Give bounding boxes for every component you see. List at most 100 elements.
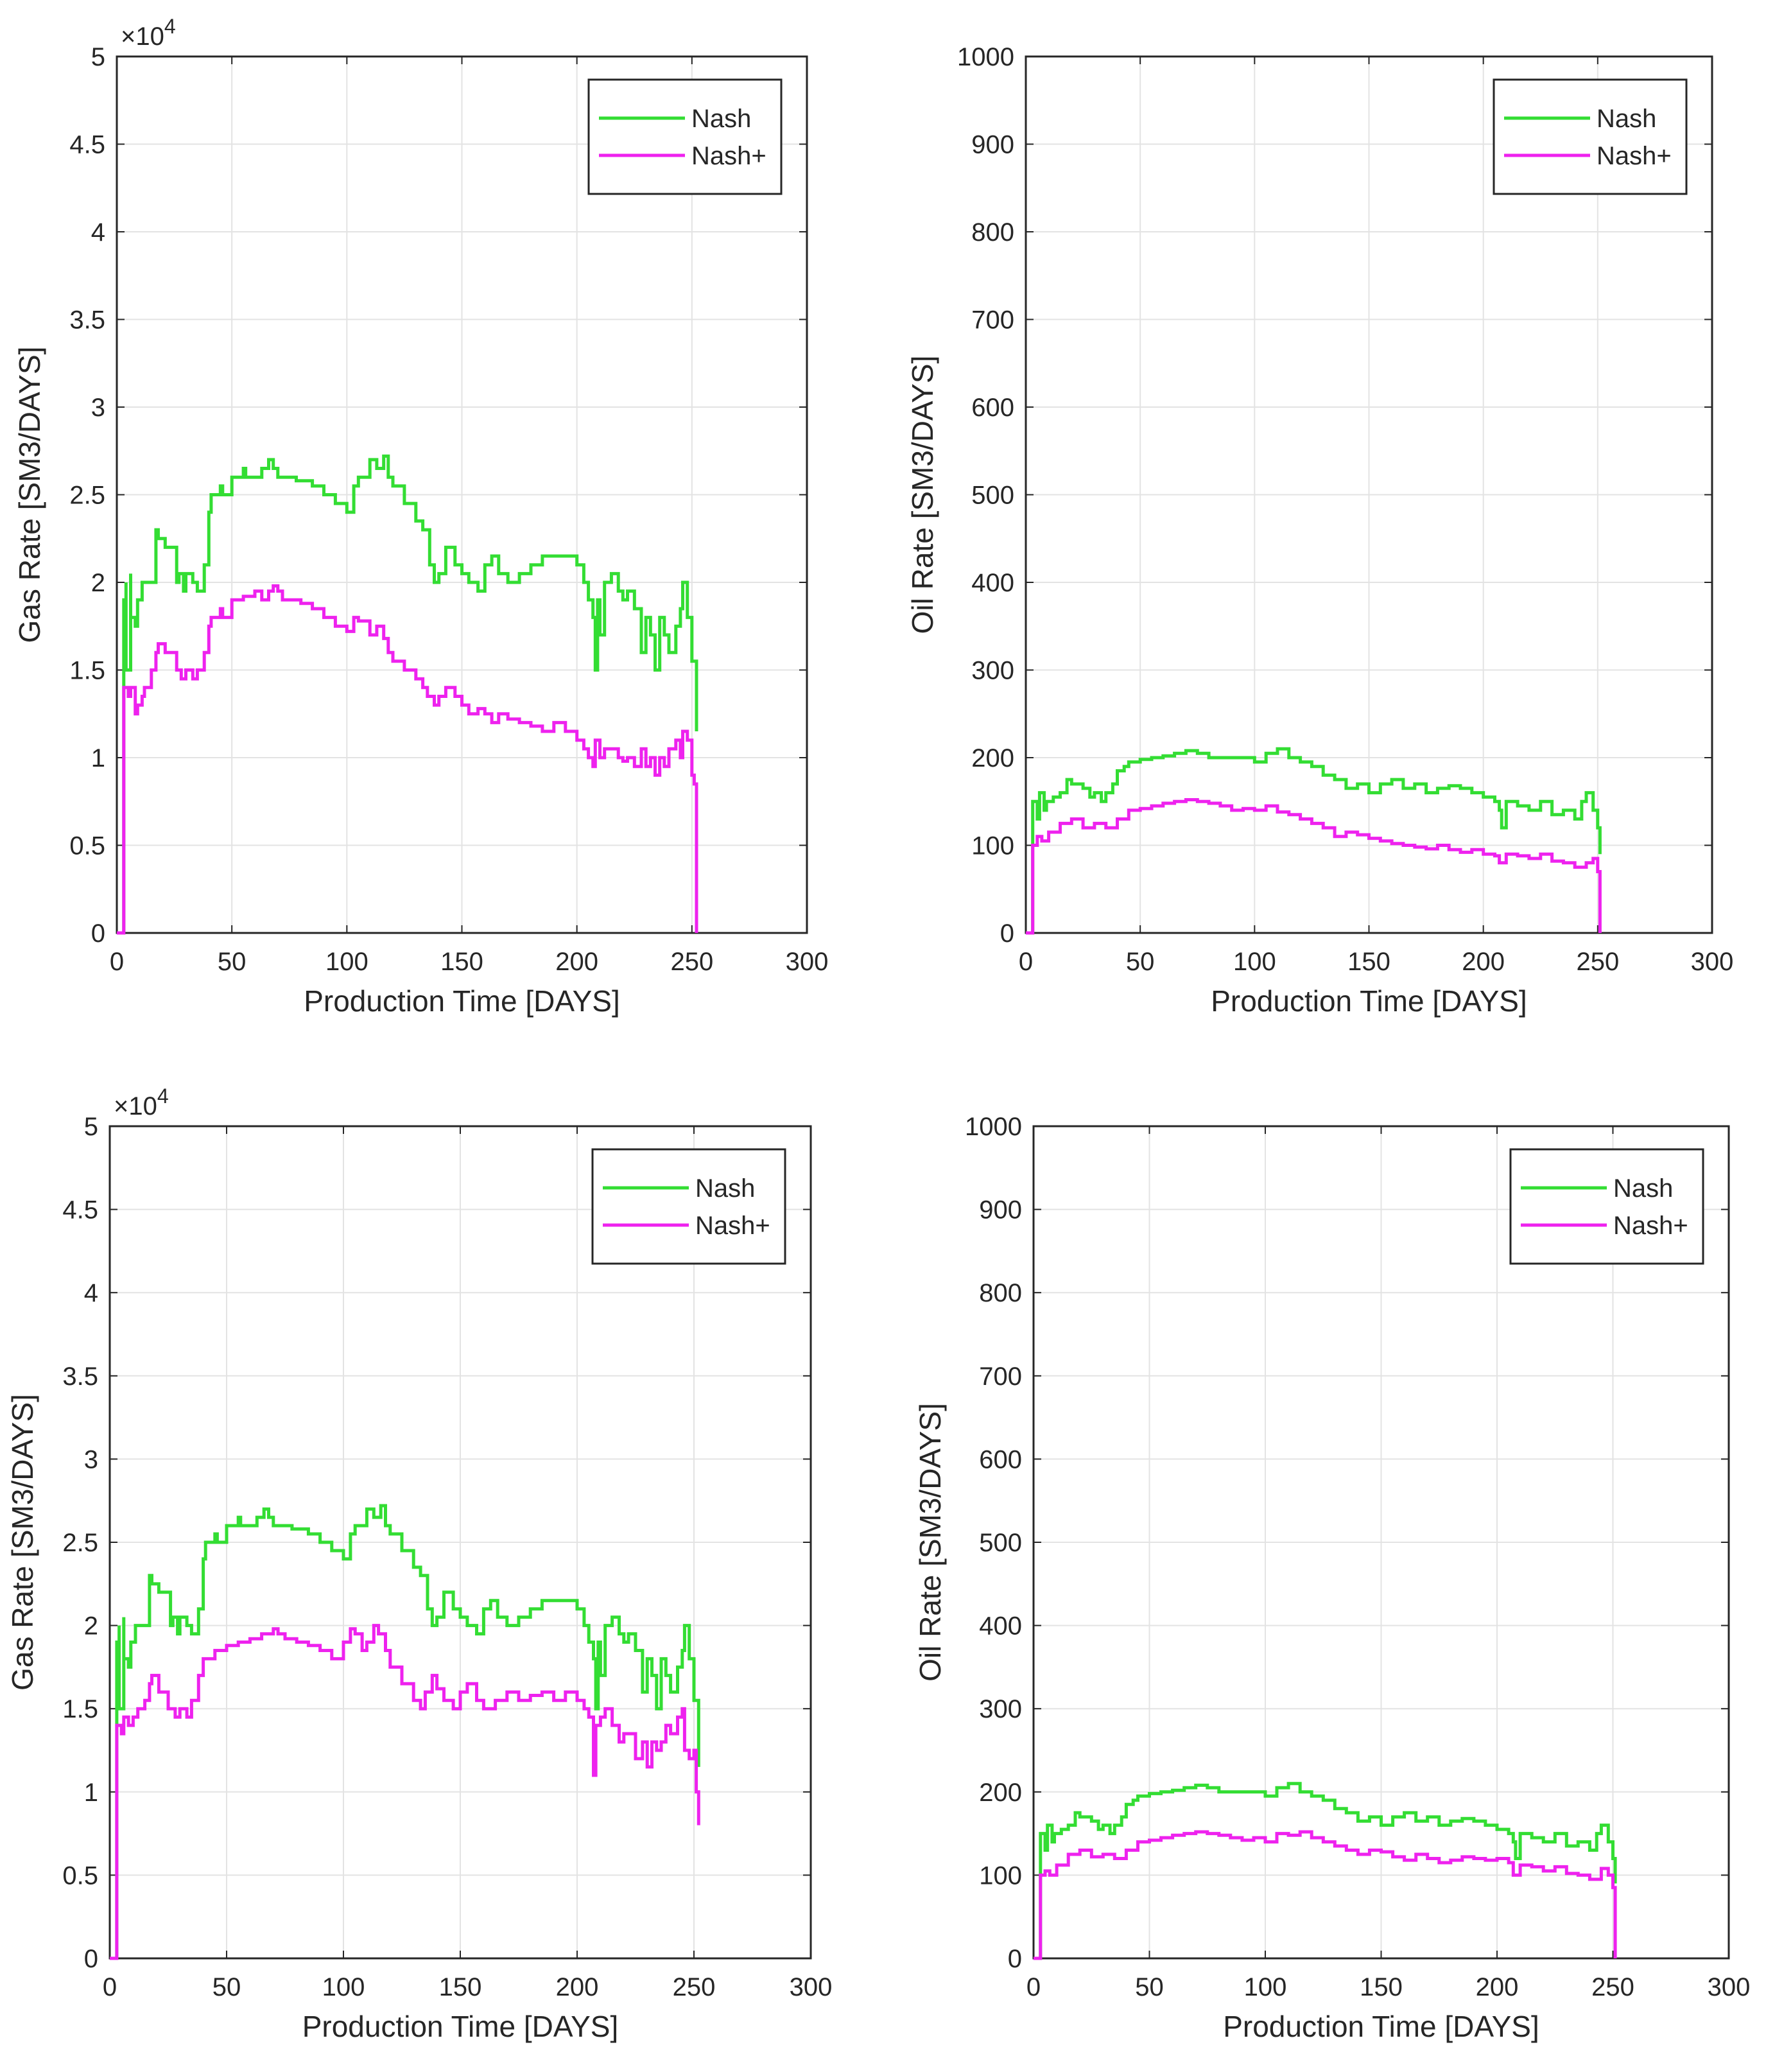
legend-label: Nash+: [1613, 1212, 1688, 1240]
x-tick-label: 200: [1462, 948, 1505, 976]
y-axis-label: Gas Rate [SM3/DAYS]: [13, 347, 46, 643]
chart-panel-top-right: 0 50 100 150 200 250 300 0 100 200 300 400 500 600 700…: [906, 43, 1733, 1018]
series-line-nash-plus: [1034, 1830, 1617, 1960]
x-tick-label: 150: [1360, 1973, 1403, 2001]
y-tick-label: 4: [91, 218, 105, 247]
y-tick-label: 200: [979, 1779, 1022, 1807]
axes-box: [108, 1125, 812, 1960]
y-tick-label: 3.5: [69, 306, 105, 335]
y-tick-label: 1000: [965, 1113, 1022, 1141]
x-tick-label: 250: [1576, 948, 1619, 976]
y-tick-label: 1.5: [62, 1695, 98, 1723]
y-tick-label: 400: [979, 1612, 1022, 1641]
x-tick-label: 100: [325, 948, 368, 976]
y-tick-label: 100: [979, 1861, 1022, 1890]
y-tick-label: 500: [971, 482, 1014, 510]
y-tick-label: 300: [971, 657, 1014, 685]
y-tick-label: 0.5: [62, 1861, 98, 1890]
y-tick-label: 3: [84, 1445, 98, 1474]
y-tick-label: 1.5: [69, 657, 105, 685]
y-tick-label: 5: [84, 1113, 98, 1141]
y-tick-label: 2.5: [62, 1529, 98, 1557]
x-tick-label: 200: [1476, 1973, 1519, 2001]
x-tick-label: 0: [103, 1973, 117, 2001]
y-tick-label: 0: [1000, 919, 1014, 948]
x-tick-label: 100: [322, 1973, 365, 2001]
y-tick-label: 900: [979, 1196, 1022, 1224]
exponent-power: 4: [157, 1084, 169, 1108]
legend: Nash Nash+: [1493, 78, 1688, 195]
y-tick-label: 600: [979, 1445, 1022, 1474]
y-tick-label: 700: [971, 306, 1014, 335]
legend-label: Nash+: [691, 142, 766, 170]
series-line-nash: [1026, 747, 1602, 935]
y-axis-label: Oil Rate [SM3/DAYS]: [906, 356, 939, 634]
x-axis-label: Production Time [DAYS]: [1223, 2010, 1539, 2043]
x-tick-label: 150: [439, 1973, 482, 2001]
y-tick-label: 400: [971, 569, 1014, 597]
y-tick-label: 700: [979, 1362, 1022, 1391]
legend: Nash Nash+: [1509, 1148, 1704, 1265]
y-tick-label: 500: [979, 1529, 1022, 1557]
legend: Nash Nash+: [591, 1148, 786, 1265]
y-tick-label: 0: [84, 1945, 98, 1973]
legend-label: Nash+: [695, 1212, 770, 1240]
y-tick-label: 2.5: [69, 482, 105, 510]
x-tick-label: 150: [440, 948, 483, 976]
y-tick-label: 300: [979, 1695, 1022, 1723]
series-line-nash: [117, 454, 698, 935]
y-tick-label: 2: [84, 1612, 98, 1641]
y-tick-label: 3.5: [62, 1362, 98, 1391]
y-tick-label: 1: [91, 744, 105, 772]
series-line-nash-plus: [1026, 798, 1602, 935]
x-tick-label: 50: [212, 1973, 241, 2001]
x-tick-label: 0: [1019, 948, 1033, 976]
legend-box: [1493, 78, 1688, 195]
axes-box: [1032, 1125, 1730, 1960]
legend-label: Nash: [695, 1174, 755, 1203]
legend-box: [587, 78, 783, 195]
y-tick-label: 0: [1008, 1945, 1022, 1973]
x-tick-label: 100: [1233, 948, 1276, 976]
series-line-nash-plus: [110, 1624, 700, 1960]
exponent-base: ×10: [121, 22, 164, 51]
chart-panel-bottom-right: 0 50 100 150 200 250 300 0 100 200 300 400 500 600 700…: [913, 1113, 1750, 2043]
x-tick-label: 100: [1244, 1973, 1287, 2001]
y-exponent-label: ×104: [114, 1084, 169, 1120]
legend-label: Nash: [1597, 105, 1656, 133]
y-tick-label: 4: [84, 1279, 98, 1307]
x-tick-label: 50: [1135, 1973, 1164, 2001]
y-tick-label: 600: [971, 394, 1014, 422]
x-axis-label: Production Time [DAYS]: [1211, 984, 1527, 1018]
chart-panel-bottom-left: 0 50 100 150 200 250 300 0 0.5 1 1.5 2 2.5 3 3.5 4 4.5 5 ×…: [6, 1084, 832, 2043]
y-tick-label: 5: [91, 43, 105, 71]
exponent-power: 4: [164, 15, 176, 38]
y-tick-label: 200: [971, 744, 1014, 772]
x-axis-label: Production Time [DAYS]: [302, 2010, 619, 2043]
x-tick-label: 50: [1126, 948, 1155, 976]
y-tick-label: 1000: [957, 43, 1014, 71]
legend-box: [1509, 1148, 1704, 1265]
y-tick-label: 3: [91, 394, 105, 422]
y-tick-label: 100: [971, 832, 1014, 860]
x-tick-label: 250: [673, 1973, 716, 2001]
legend-label: Nash: [691, 105, 751, 133]
series-line-nash: [1034, 1782, 1617, 1960]
y-tick-label: 800: [971, 218, 1014, 247]
legend-box: [591, 1148, 786, 1265]
legend: Nash Nash+: [587, 78, 783, 195]
y-tick-label: 1: [84, 1779, 98, 1807]
x-tick-label: 300: [1691, 948, 1734, 976]
x-axis-label: Production Time [DAYS]: [304, 984, 620, 1018]
y-tick-label: 800: [979, 1279, 1022, 1307]
x-tick-label: 0: [1026, 1973, 1041, 2001]
x-tick-label: 250: [1591, 1973, 1634, 2001]
axes-box: [1025, 55, 1713, 934]
y-tick-label: 900: [971, 131, 1014, 159]
axes-box: [116, 55, 808, 934]
x-tick-label: 250: [670, 948, 713, 976]
y-axis-label: Oil Rate [SM3/DAYS]: [913, 1403, 947, 1682]
x-tick-label: 150: [1347, 948, 1390, 976]
y-tick-label: 4.5: [69, 131, 105, 159]
